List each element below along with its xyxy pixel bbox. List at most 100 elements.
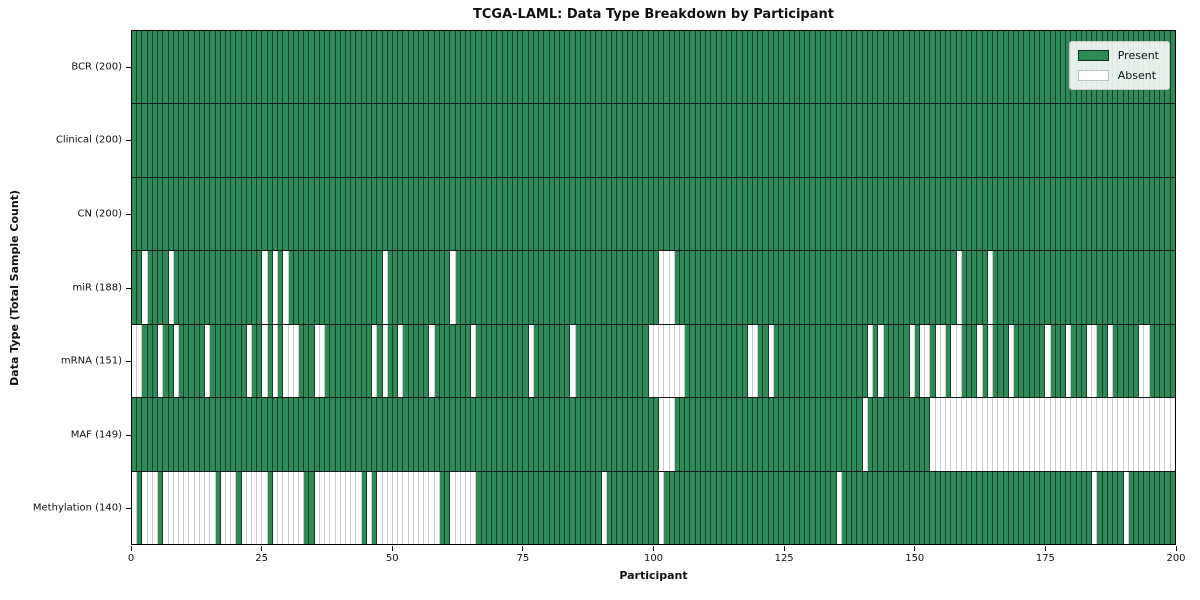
heatmap-cell: [205, 177, 211, 251]
heatmap-cell: [257, 251, 263, 324]
heatmap-cell: [690, 398, 696, 471]
heatmap-cell: [893, 31, 900, 104]
heatmap-cell: [492, 251, 498, 324]
heatmap-cell: [946, 324, 952, 398]
heatmap-cell: [356, 324, 362, 398]
heatmap-cell: [147, 471, 153, 544]
heatmap-cell: [1034, 104, 1041, 177]
heatmap-cell: [846, 31, 853, 104]
heatmap-cell: [669, 324, 675, 398]
heatmap-cell: [930, 398, 936, 471]
heatmap-cell: [392, 471, 399, 544]
heatmap-cell: [241, 398, 247, 471]
heatmap-cell: [1113, 324, 1119, 398]
heatmap-cell: [1066, 398, 1072, 471]
heatmap-cell: [445, 104, 451, 177]
heatmap-cell: [1003, 471, 1009, 544]
heatmap-cell: [408, 104, 414, 177]
heatmap-cell: [387, 471, 393, 544]
heatmap-cell: [800, 471, 806, 544]
heatmap-cell: [262, 104, 268, 177]
heatmap-cell: [565, 31, 571, 104]
heatmap-cell: [257, 104, 263, 177]
y-tick-mark: [126, 213, 131, 215]
heatmap-cell: [1045, 177, 1051, 251]
heatmap-cell: [1045, 324, 1051, 398]
heatmap-cell: [998, 31, 1004, 104]
heatmap-cell: [178, 104, 185, 177]
heatmap-cell: [993, 324, 999, 398]
heatmap-row-mrna: [132, 324, 1175, 399]
heatmap-cell: [648, 251, 654, 324]
heatmap-cell: [664, 471, 670, 544]
heatmap-cell: [768, 251, 774, 324]
heatmap-cell: [445, 471, 451, 544]
heatmap-cell: [299, 398, 305, 471]
heatmap-cell: [158, 31, 164, 104]
heatmap-cell: [570, 31, 576, 104]
heatmap-cell: [455, 31, 461, 104]
heatmap-cell: [267, 31, 273, 104]
heatmap-cell: [1097, 398, 1103, 471]
heatmap-cell: [1118, 398, 1124, 471]
heatmap-cell: [580, 104, 587, 177]
heatmap-cell: [330, 104, 336, 177]
heatmap-cell: [878, 398, 884, 471]
heatmap-cell: [1097, 471, 1103, 544]
heatmap-cell: [246, 104, 253, 177]
heatmap-cell: [773, 177, 780, 251]
heatmap-cell: [726, 251, 733, 324]
heatmap-cell: [210, 398, 216, 471]
heatmap-cell: [831, 471, 837, 544]
heatmap-cell: [492, 324, 498, 398]
heatmap-cell: [486, 31, 493, 104]
heatmap-cell: [826, 31, 832, 104]
heatmap-cell: [779, 31, 785, 104]
heatmap-cell: [893, 251, 900, 324]
y-tick-mark: [126, 434, 131, 436]
heatmap-cell: [773, 31, 780, 104]
heatmap-cell: [982, 471, 988, 544]
heatmap-cell: [168, 398, 174, 471]
heatmap-cell: [601, 398, 607, 471]
y-tick-label-clinical: Clinical (200): [55, 134, 122, 146]
heatmap-cell: [178, 471, 185, 544]
heatmap-cell: [982, 251, 988, 324]
heatmap-cell: [241, 471, 247, 544]
heatmap-cell: [685, 398, 691, 471]
heatmap-cell: [413, 31, 420, 104]
heatmap-cell: [492, 31, 498, 104]
heatmap-cell: [1024, 324, 1030, 398]
heatmap-cell: [434, 324, 440, 398]
heatmap-cell: [1165, 324, 1171, 398]
heatmap-cell: [836, 31, 842, 104]
heatmap-cell: [956, 471, 962, 544]
heatmap-cell: [967, 31, 973, 104]
heatmap-cell: [664, 324, 670, 398]
heatmap-cell: [747, 251, 754, 324]
heatmap-cell: [1029, 398, 1035, 471]
heatmap-cell: [737, 251, 743, 324]
heatmap-cell: [653, 251, 660, 324]
heatmap-cell: [1102, 398, 1108, 471]
heatmap-cell: [163, 398, 169, 471]
heatmap-cell: [920, 104, 926, 177]
heatmap-cell: [1040, 31, 1046, 104]
heatmap-cell: [742, 398, 748, 471]
heatmap-cell: [862, 251, 868, 324]
heatmap-cell: [330, 324, 336, 398]
heatmap-cell: [215, 104, 221, 177]
heatmap-cell: [554, 471, 560, 544]
heatmap-cell: [1019, 324, 1025, 398]
heatmap-cell: [721, 398, 727, 471]
heatmap-cell: [262, 251, 268, 324]
heatmap-cell: [586, 104, 592, 177]
heatmap-cell: [497, 104, 503, 177]
heatmap-cell: [695, 104, 701, 177]
legend-swatch-absent-icon: [1077, 70, 1109, 81]
heatmap-cell: [408, 324, 414, 398]
heatmap-cell: [1050, 177, 1056, 251]
heatmap-cell: [502, 251, 508, 324]
heatmap-cell: [1087, 398, 1093, 471]
heatmap-cell: [591, 471, 597, 544]
